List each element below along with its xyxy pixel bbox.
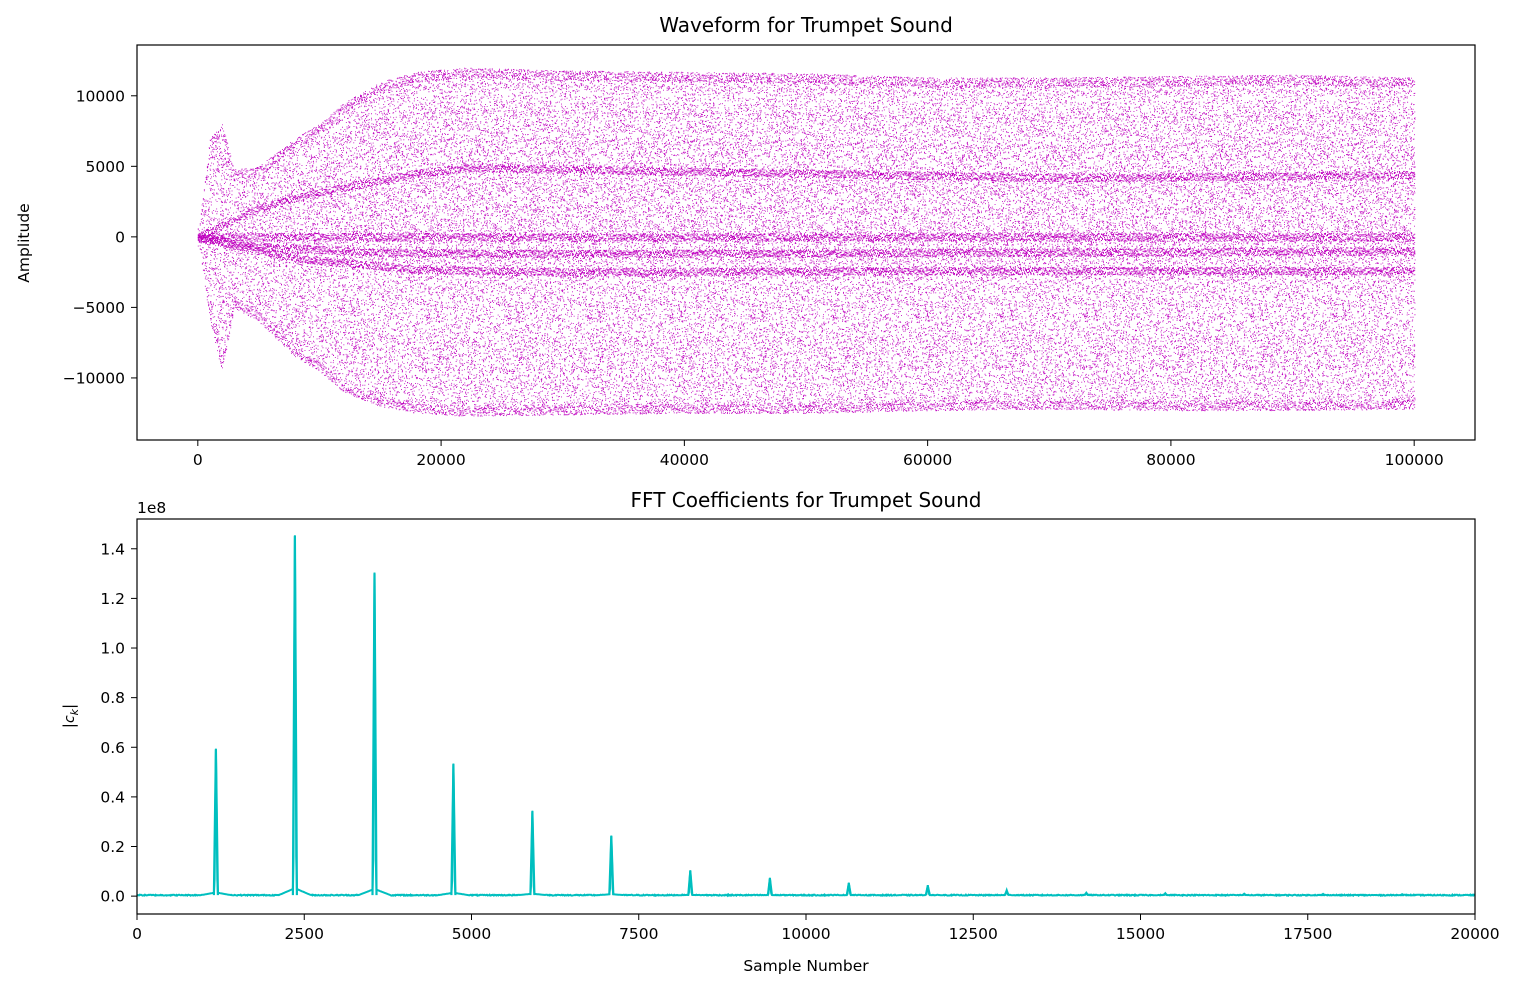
waveform-y-tick-label: 10000	[76, 87, 125, 105]
waveform-panel: Waveform for Trumpet Sound 0 20000 40000 60…	[15, 13, 1476, 469]
waveform-axes-frame	[136, 44, 1476, 441]
fft-y-ticks: 0.0 0.2 0.4 0.6 0.8 1.0 1.2 1.4	[100, 540, 137, 906]
fft-peak	[371, 572, 378, 896]
fft-y-tick-label: 0.0	[100, 888, 125, 906]
fft-x-tick-label: 5000	[452, 925, 491, 943]
fft-x-tick-label: 2500	[285, 925, 324, 943]
waveform-x-ticks: 0 20000 40000 60000 80000 100000	[193, 440, 1444, 469]
fft-offset-text: 1e8	[137, 499, 166, 517]
fft-peak	[1083, 892, 1089, 897]
fft-peak	[845, 882, 852, 896]
waveform-title: Waveform for Trumpet Sound	[659, 13, 953, 37]
fft-x-tick-label: 7500	[619, 925, 658, 943]
waveform-y-tick-label: 0	[115, 228, 125, 246]
waveform-y-axis-label: Amplitude	[15, 203, 33, 282]
waveform-data	[197, 67, 1416, 417]
waveform-x-tick-label: 100000	[1385, 451, 1444, 469]
fft-peak	[1241, 893, 1247, 897]
fft-peak	[1003, 890, 1010, 896]
waveform-scatter	[197, 67, 1416, 417]
fft-x-tick-label: 10000	[781, 925, 830, 943]
fft-y-tick-label: 1.0	[100, 640, 125, 658]
waveform-x-tick-label: 60000	[903, 451, 952, 469]
fft-x-tick-label: 20000	[1450, 925, 1499, 943]
fft-title: FFT Coefficients for Trumpet Sound	[631, 488, 982, 512]
fft-x-axis-label: Sample Number	[743, 957, 869, 975]
fft-axes-frame	[136, 518, 1476, 915]
fft-peak	[529, 810, 536, 896]
fft-y-axis-label: |ck|	[60, 704, 81, 729]
fft-y-tick-label: 0.4	[100, 788, 125, 806]
waveform-x-tick-label: 40000	[660, 451, 709, 469]
fft-peak	[608, 835, 615, 896]
fft-peak	[212, 748, 219, 896]
waveform-y-ticks: 10000 5000 0 −5000 −10000	[63, 87, 137, 387]
fft-x-tick-label: 0	[132, 925, 142, 943]
fft-baseline-line	[136, 535, 1476, 898]
waveform-x-tick-label: 80000	[1146, 451, 1195, 469]
fft-y-tick-label: 0.8	[100, 689, 125, 707]
fft-x-tick-label: 17500	[1283, 925, 1332, 943]
waveform-y-tick-label: 5000	[86, 158, 125, 176]
fft-y-tick-label: 0.2	[100, 838, 125, 856]
waveform-x-tick-label: 0	[193, 451, 203, 469]
fft-x-tick-label: 12500	[949, 925, 998, 943]
fft-x-ticks: 0 2500 5000 7500 10000 12500 15000 17500 20000	[132, 914, 1500, 943]
fft-data	[136, 535, 1476, 898]
fft-y-tick-label: 1.2	[100, 590, 125, 608]
fft-peak	[766, 877, 773, 896]
fft-peak	[924, 885, 931, 896]
fft-x-tick-label: 15000	[1116, 925, 1165, 943]
fft-peak	[687, 870, 694, 896]
fft-panel: FFT Coefficients for Trumpet Sound 1e8 0…	[60, 488, 1500, 975]
fft-y-tick-label: 1.4	[100, 540, 125, 558]
fft-peak	[1162, 893, 1168, 897]
fft-peak	[291, 535, 298, 896]
fft-y-tick-label: 0.6	[100, 739, 125, 757]
fft-peak	[450, 763, 457, 896]
waveform-x-tick-label: 20000	[416, 451, 465, 469]
waveform-points	[197, 67, 1416, 417]
waveform-y-tick-label: −5000	[73, 299, 125, 317]
waveform-y-tick-label: −10000	[63, 369, 125, 387]
